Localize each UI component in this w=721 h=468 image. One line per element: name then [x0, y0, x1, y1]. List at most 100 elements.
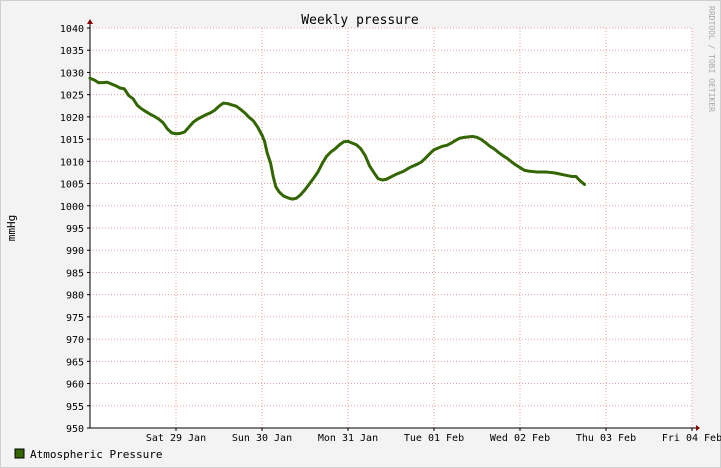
data-point — [271, 175, 275, 178]
data-point — [161, 121, 165, 124]
data-point — [471, 135, 474, 138]
data-point — [179, 132, 182, 135]
data-point — [544, 170, 547, 174]
x-axis-arrow — [696, 425, 700, 431]
data-point — [419, 161, 423, 164]
data-point — [114, 84, 118, 87]
data-point — [372, 171, 375, 174]
data-point — [222, 101, 225, 105]
y-tick-label: 1005 — [60, 180, 84, 191]
series — [88, 76, 586, 201]
data-point — [441, 145, 444, 148]
data-point — [226, 102, 229, 105]
data-point — [131, 97, 135, 100]
legend-label: Atmospheric Pressure — [30, 448, 162, 461]
data-point — [480, 138, 483, 141]
data-point — [351, 141, 354, 145]
data-point — [505, 157, 509, 160]
y-tick-label: 965 — [66, 357, 84, 368]
data-point — [389, 175, 393, 179]
data-point — [97, 81, 100, 84]
data-point — [286, 196, 289, 199]
data-point — [127, 94, 130, 97]
data-point — [295, 197, 298, 200]
data-point — [333, 147, 337, 151]
data-point — [484, 141, 487, 144]
data-point — [475, 136, 479, 139]
data-point — [239, 108, 242, 111]
axes — [87, 19, 700, 431]
data-point — [187, 125, 191, 129]
data-point — [200, 115, 203, 119]
y-tick-label: 990 — [66, 246, 84, 257]
y-axis-ticks: 950 955 960 965 970 975 980 985 990 995 1000 1005 10… — [60, 24, 90, 435]
data-point — [523, 169, 526, 172]
data-point — [252, 119, 255, 123]
data-point — [308, 182, 311, 186]
data-point — [263, 140, 266, 143]
data-point — [364, 154, 367, 157]
data-point — [510, 160, 513, 163]
y-tick-label: 960 — [66, 380, 84, 391]
data-point — [428, 152, 431, 155]
y-tick-label: 970 — [66, 335, 84, 346]
data-point — [514, 163, 517, 167]
data-point — [278, 190, 281, 194]
data-point — [256, 125, 259, 129]
data-point — [260, 133, 264, 137]
data-point — [325, 155, 328, 158]
data-point — [235, 105, 238, 108]
x-tick-label: Sat 29 Jan — [146, 433, 206, 444]
y-tick-label: 955 — [66, 402, 84, 413]
data-point — [149, 113, 152, 116]
data-point — [424, 157, 427, 160]
data-point — [265, 151, 269, 155]
data-point — [437, 146, 440, 150]
data-point — [140, 107, 143, 111]
data-point — [368, 164, 371, 167]
data-point — [204, 113, 208, 116]
data-point — [548, 171, 552, 174]
data-point — [329, 150, 332, 154]
data-point — [338, 143, 341, 147]
y-axis-arrow — [87, 19, 93, 24]
y-tick-label: 1000 — [60, 202, 84, 213]
data-point — [282, 194, 285, 198]
data-point — [462, 136, 466, 139]
data-point — [153, 115, 156, 118]
data-point — [402, 169, 406, 173]
data-point — [209, 111, 212, 115]
data-point — [346, 140, 350, 143]
x-tick-label: Wed 02 Feb — [490, 433, 550, 444]
y-tick-label: 950 — [66, 424, 84, 435]
data-point — [299, 193, 302, 196]
rrdtool-watermark: RRDTOOL / TOBI OETIKER — [707, 6, 716, 112]
legend: Atmospheric Pressure — [14, 448, 162, 461]
data-point — [407, 167, 410, 170]
data-point — [192, 121, 195, 124]
data-point — [217, 105, 221, 108]
data-point — [157, 117, 160, 121]
data-point — [342, 140, 345, 143]
y-tick-label: 1025 — [60, 91, 84, 102]
data-point — [497, 151, 500, 154]
data-point — [110, 82, 113, 86]
data-point — [458, 137, 461, 140]
data-point — [118, 86, 122, 90]
data-point — [385, 177, 388, 181]
data-point — [144, 110, 148, 113]
data-point — [394, 173, 397, 176]
y-tick-label: 1020 — [60, 113, 84, 124]
data-point — [411, 165, 414, 168]
data-point — [454, 139, 457, 142]
data-point — [106, 81, 109, 84]
data-point — [174, 132, 178, 135]
y-tick-label: 985 — [66, 268, 84, 279]
data-point — [531, 170, 535, 173]
y-tick-label: 995 — [66, 224, 84, 235]
data-point — [493, 147, 496, 151]
data-point — [415, 163, 418, 166]
y-tick-label: 1040 — [60, 24, 84, 35]
